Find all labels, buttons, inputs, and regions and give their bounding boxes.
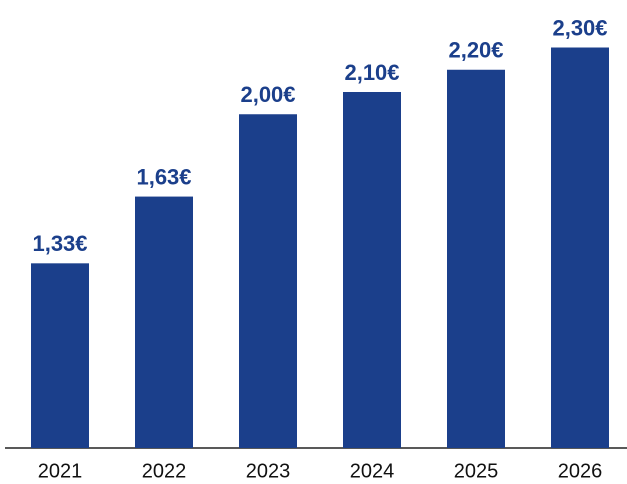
value-label: 2,30€ — [552, 15, 607, 40]
value-label: 2,00€ — [240, 82, 295, 107]
bar — [31, 263, 89, 448]
x-tick-label: 2025 — [454, 460, 499, 482]
bar — [551, 47, 609, 448]
x-tick-label: 2022 — [142, 460, 187, 482]
value-label: 1,63€ — [136, 164, 191, 189]
value-label: 2,20€ — [448, 38, 503, 63]
value-label: 2,10€ — [344, 60, 399, 85]
x-tick-label: 2024 — [350, 460, 395, 482]
bar — [239, 114, 297, 448]
x-tick-label: 2023 — [246, 460, 291, 482]
bar — [343, 92, 401, 448]
bar — [447, 69, 505, 448]
x-tick-label: 2021 — [38, 460, 83, 482]
value-label: 1,33€ — [32, 231, 87, 256]
bar — [135, 196, 193, 448]
x-tick-label: 2026 — [558, 460, 603, 482]
